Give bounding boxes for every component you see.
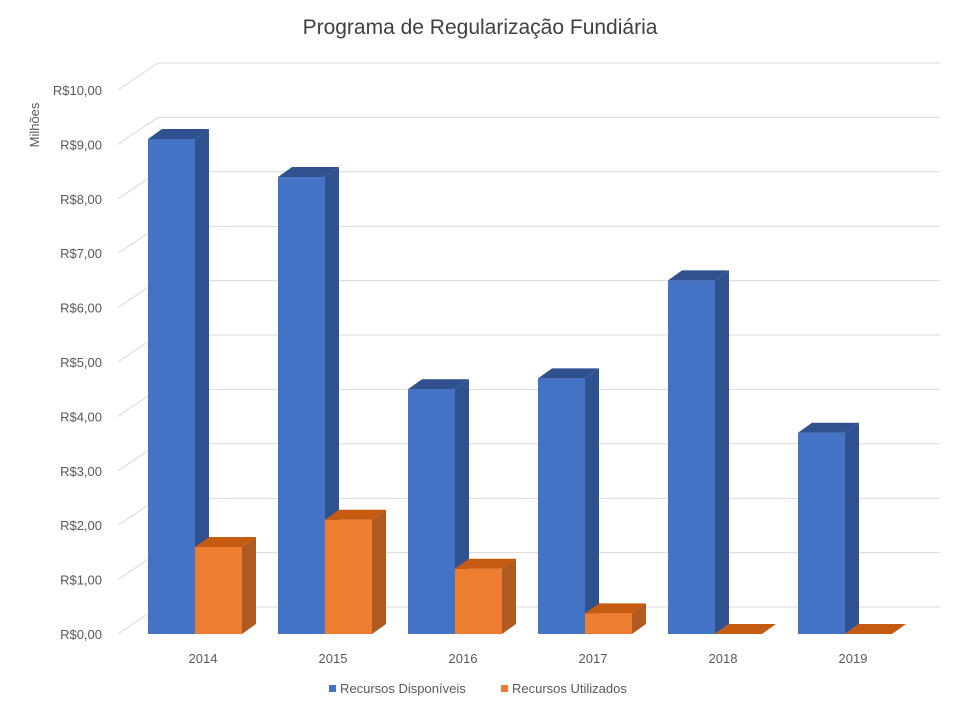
x-tick-label: 2015 [319, 651, 348, 666]
bar-top [585, 603, 646, 614]
y-tick-label: R$3,00 [60, 464, 102, 479]
bar-top [798, 422, 859, 433]
legend-item: Recursos Disponíveis [329, 681, 466, 696]
bar-top [148, 128, 209, 139]
y-tick-label: R$1,00 [60, 573, 102, 588]
x-axis-ticks: 2014 2015 2016 2017 2018 2019 [189, 651, 868, 666]
legend-label: Recursos Utilizados [512, 681, 627, 696]
y-tick-label: R$7,00 [60, 246, 102, 261]
bar [408, 379, 469, 634]
legend-item: Recursos Utilizados [501, 681, 627, 696]
bar-front [278, 177, 325, 635]
bar [668, 270, 729, 634]
x-tick-label: 2017 [579, 651, 608, 666]
bar-top [538, 368, 599, 379]
bar-top [668, 270, 729, 281]
y-axis-ticks: R$0,00 R$1,00 R$2,00 R$3,00 R$4,00 R$5,00 R$6,… [53, 83, 102, 642]
bar-top [715, 624, 776, 634]
x-tick-label: 2014 [189, 651, 218, 666]
bar-front [148, 138, 195, 634]
bar-front [325, 519, 372, 634]
y-tick-label: R$5,00 [60, 355, 102, 370]
bar-top [455, 558, 516, 569]
bar-side [845, 422, 859, 634]
bar [148, 128, 209, 634]
chart-title: Programa de Regularização Fundiária [303, 16, 658, 39]
bar-front [455, 568, 502, 634]
bars [148, 128, 906, 635]
bar-front [408, 389, 455, 634]
gridline [117, 388, 940, 417]
x-tick-label: 2019 [839, 651, 868, 666]
x-tick-label: 2016 [449, 651, 478, 666]
gridline [117, 280, 940, 309]
bar [325, 509, 386, 634]
legend-swatch [329, 685, 336, 692]
bar [715, 624, 776, 634]
x-tick-label: 2018 [709, 651, 738, 666]
bar [845, 624, 906, 634]
y-tick-label: R$6,00 [60, 301, 102, 316]
bar [798, 422, 859, 634]
legend: Recursos Disponíveis Recursos Utilizados [329, 681, 627, 696]
bar-side [502, 558, 516, 634]
y-tick-label: R$10,00 [53, 83, 102, 98]
y-tick-label: R$4,00 [60, 409, 102, 424]
bar-top [195, 536, 256, 547]
bar-top [408, 379, 469, 390]
y-tick-label: R$0,00 [60, 627, 102, 642]
y-axis-label: Milhões [27, 102, 42, 147]
bar-front [668, 280, 715, 634]
y-tick-label: R$8,00 [60, 192, 102, 207]
gridline [117, 334, 940, 363]
bar-side [715, 270, 729, 634]
gridline [117, 62, 940, 91]
bar-top [278, 167, 339, 178]
bar [195, 536, 256, 634]
gridline [117, 225, 940, 254]
legend-swatch [501, 685, 508, 692]
bar-front [585, 613, 632, 634]
bar-side [242, 536, 256, 634]
y-tick-label: R$9,00 [60, 137, 102, 152]
legend-label: Recursos Disponíveis [340, 681, 466, 696]
bar-front [798, 432, 845, 634]
bar [585, 603, 646, 634]
bar-side [632, 603, 646, 634]
bar-side [372, 509, 386, 634]
bar [455, 558, 516, 634]
bar-front [538, 378, 585, 634]
bar-top [325, 509, 386, 520]
bar-top [845, 624, 906, 634]
bar-side [195, 128, 209, 634]
bar-side [585, 368, 599, 634]
y-tick-label: R$2,00 [60, 518, 102, 533]
bar [538, 368, 599, 634]
gridline [117, 171, 940, 200]
bar-front [195, 546, 242, 634]
gridline [117, 116, 940, 145]
